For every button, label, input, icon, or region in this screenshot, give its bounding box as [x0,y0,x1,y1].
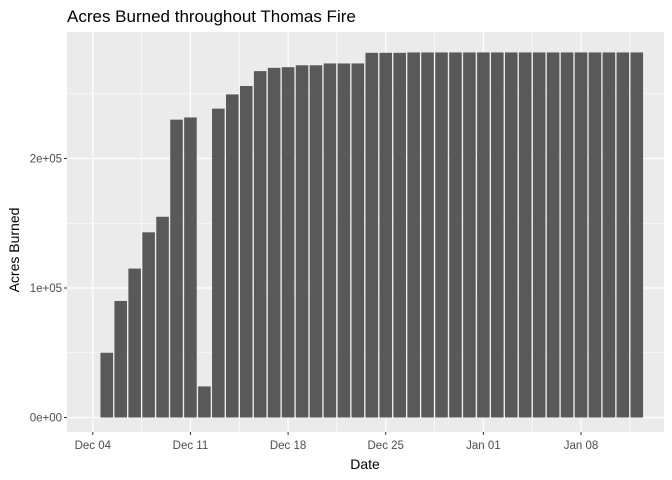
bar [393,52,406,418]
bar [337,63,351,418]
bar [142,232,155,418]
bar [532,52,546,418]
bar [114,300,127,418]
bar [477,52,490,418]
bar [239,85,253,418]
x-tick-label: Dec 04 [75,440,112,452]
y-tick-label: 2e+05 [30,154,62,166]
bar [170,119,183,418]
x-tick-label: Dec 18 [270,440,306,452]
bar [379,52,393,418]
bar [351,63,365,418]
bar [449,52,462,418]
bar [212,108,225,418]
y-axis-title: Acres Burned [6,208,22,293]
bars [100,52,644,418]
bar [156,216,169,418]
x-tick-label: Jan 01 [466,440,501,452]
bar [184,117,197,418]
bar [630,52,644,418]
bar [295,65,309,418]
bar [253,71,267,418]
bar [602,52,616,418]
x-tick-label: Dec 25 [368,440,404,452]
bar [100,352,114,418]
bar [546,52,560,418]
bar [560,52,574,418]
bar [491,52,504,418]
y-axis: 0e+00 1e+05 2e+05 [30,154,67,425]
bar [226,94,239,418]
x-axis-title: Date [350,456,380,472]
y-tick-label: 0e+00 [30,413,62,425]
x-tick-label: Jan 08 [564,440,599,452]
bar [504,52,518,418]
bar [588,52,602,418]
bar [435,52,448,418]
bar [407,52,420,418]
bar [463,52,476,418]
x-tick-label: Dec 11 [173,440,209,452]
bar [128,268,141,418]
x-axis: Dec 04 Dec 11 Dec 18 Dec 25 Jan 01 Jan 08 [75,432,599,452]
chart-title: Acres Burned throughout Thomas Fire [67,7,356,26]
bar [421,52,434,418]
bar [309,65,323,418]
y-tick-label: 1e+05 [30,283,62,295]
bar [281,67,295,418]
bar [323,63,337,418]
bar [365,52,379,418]
bar [616,52,630,418]
bar [198,386,211,418]
bar [518,52,532,418]
bar [574,52,588,418]
bar [267,67,281,418]
